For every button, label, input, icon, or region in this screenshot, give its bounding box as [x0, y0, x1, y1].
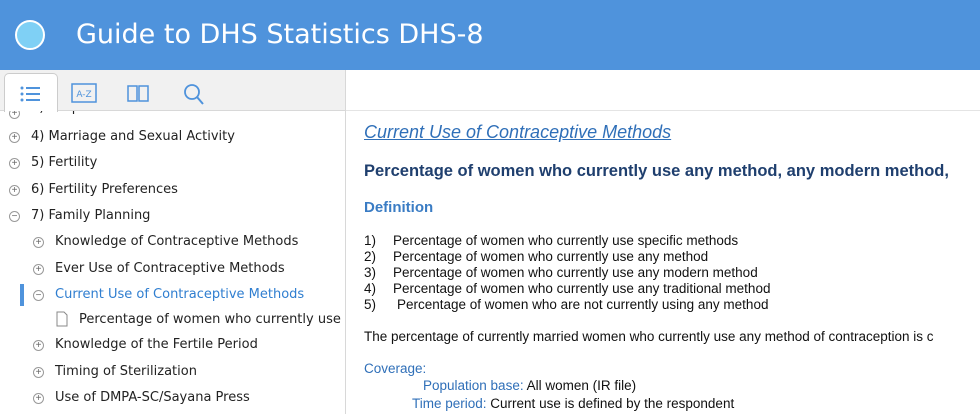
list-number: 2)	[364, 249, 377, 264]
expander[interactable]: +	[9, 158, 20, 169]
tree-item[interactable]: Knowledge of Contraceptive Methods	[55, 234, 299, 249]
coverage-label: Coverage:	[364, 361, 427, 376]
tree-item[interactable]: 7) Family Planning	[31, 208, 151, 223]
tab-contents[interactable]	[4, 73, 58, 112]
topic-link[interactable]: Current Use of Contraceptive Methods	[364, 122, 672, 142]
tree-item-selected[interactable]: Current Use of Contraceptive Methods	[55, 287, 305, 302]
list-number: 3)	[364, 265, 377, 280]
selection-bar	[20, 284, 24, 306]
tree-item[interactable]: 5) Fertility	[31, 155, 98, 170]
list-item: Percentage of women who currently use an…	[393, 249, 709, 264]
expander[interactable]: +	[9, 111, 20, 119]
tree-item[interactable]: Timing of Sterilization	[55, 364, 197, 379]
paragraph: The percentage of currently married wome…	[364, 329, 934, 344]
expander[interactable]: +	[33, 367, 44, 378]
content: Current Use of Contraceptive Methods Per…	[346, 111, 980, 414]
tree-item[interactable]: Knowledge of the Fertile Period	[55, 337, 258, 352]
page-icon	[56, 311, 68, 327]
expander[interactable]: +	[33, 393, 44, 404]
section-title: Definition	[364, 199, 434, 216]
field-value: Current use is defined by the respondent	[490, 396, 735, 411]
svg-text:A-Z: A-Z	[76, 90, 91, 100]
title: Guide to DHS Statistics DHS-8	[76, 19, 484, 50]
logo	[15, 20, 45, 50]
tab-index[interactable]: A-Z	[66, 76, 106, 108]
expander[interactable]: +	[9, 185, 20, 196]
tree-item[interactable]: Use of DMPA-SC/Sayana Press	[55, 390, 250, 405]
expander[interactable]: +	[33, 237, 44, 248]
tab-bar: A-Z	[0, 70, 345, 112]
tree-item[interactable]: 3) Respondents' Characteristics	[31, 111, 237, 117]
tab-book[interactable]	[120, 76, 160, 108]
expander[interactable]: +	[33, 264, 44, 275]
list-item: Percentage of women who currently use an…	[393, 281, 771, 296]
list-item: Percentage of women who are not currentl…	[397, 297, 769, 312]
field-label: Time period:	[412, 396, 487, 411]
tree: + 3) Respondents' Characteristics + 4) M…	[0, 111, 345, 414]
expander[interactable]: −	[9, 211, 20, 222]
tree-item[interactable]: 4) Marriage and Sexual Activity	[31, 129, 235, 144]
list-number: 1)	[364, 233, 377, 248]
expander[interactable]: +	[33, 340, 44, 351]
tree-item[interactable]: Ever Use of Contraceptive Methods	[55, 261, 285, 276]
list-number: 5)	[364, 297, 377, 312]
tree-item[interactable]: 6) Fertility Preferences	[31, 182, 178, 197]
expander[interactable]: −	[33, 290, 44, 301]
tree-item[interactable]: Percentage of women who currently use an…	[79, 312, 345, 327]
sidebar: A-Z + 3) Respondents' Characteristics + …	[0, 70, 346, 414]
coverage-row: Time period: Current use is defined by t…	[412, 396, 734, 412]
expander[interactable]: +	[9, 132, 20, 143]
contents-icon	[20, 86, 40, 102]
field-label: Population base:	[423, 378, 524, 393]
list-number: 4)	[364, 281, 377, 296]
content-toolbar	[346, 70, 980, 111]
field-value: All women (IR file)	[526, 378, 637, 393]
coverage-row: Population base: All women (IR file)	[423, 378, 636, 394]
list-item: Percentage of women who currently use an…	[393, 265, 758, 280]
heading: Percentage of women who currently use an…	[364, 162, 949, 180]
header-bar: Guide to DHS Statistics DHS-8	[0, 0, 980, 70]
tab-search[interactable]	[175, 76, 215, 108]
list-item: Percentage of women who currently use sp…	[393, 233, 739, 248]
